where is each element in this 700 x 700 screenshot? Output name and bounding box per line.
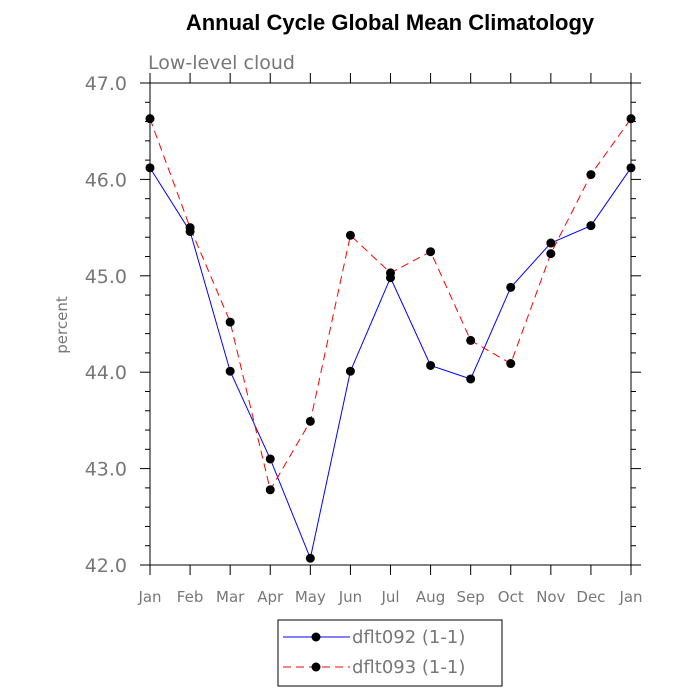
x-tick-label: Jan xyxy=(618,588,642,606)
y-tick-label: 46.0 xyxy=(85,169,127,191)
x-tick-label: Mar xyxy=(216,588,245,606)
x-tick-label: Dec xyxy=(576,588,605,606)
data-point-series-0 xyxy=(506,282,516,292)
y-axis-label: percent xyxy=(53,296,71,354)
x-tick-label: Sep xyxy=(457,588,485,606)
data-point-series-1 xyxy=(426,247,436,257)
data-point-series-1 xyxy=(185,223,195,233)
x-tick-label: Jan xyxy=(137,588,161,606)
data-point-series-1 xyxy=(386,268,395,278)
x-tick-label: Jul xyxy=(380,588,399,606)
y-tick-label: 44.0 xyxy=(85,362,127,384)
legend: dflt092 (1-1) dflt093 (1-1) xyxy=(277,619,503,687)
data-point-series-0 xyxy=(626,163,636,173)
x-tick-label: Jun xyxy=(338,588,362,606)
data-point-series-0 xyxy=(586,221,596,231)
x-tick-label: Apr xyxy=(257,588,284,606)
series-layer xyxy=(145,114,636,563)
data-point-series-1 xyxy=(225,317,235,327)
data-point-series-0 xyxy=(225,366,235,376)
y-tick-label: 45.0 xyxy=(85,266,127,288)
series-line-1 xyxy=(149,118,632,492)
data-point-series-1 xyxy=(466,335,476,345)
y-tick-label: 43.0 xyxy=(85,459,127,481)
data-point-series-0 xyxy=(466,374,476,384)
plot-frame xyxy=(149,82,632,566)
data-point-series-0 xyxy=(145,163,155,173)
data-point-series-0 xyxy=(265,454,275,464)
data-point-series-1 xyxy=(506,359,516,369)
data-point-series-0 xyxy=(426,360,436,370)
data-point-series-1 xyxy=(145,114,155,124)
y-tick-labels: 42.0 43.0 44.0 45.0 46.0 47.0 xyxy=(85,73,127,577)
legend-marker-dflt092 xyxy=(311,632,321,642)
data-point-series-1 xyxy=(546,249,556,259)
x-tick-label: Aug xyxy=(416,588,445,606)
series-line-0 xyxy=(149,167,632,560)
data-point-series-0 xyxy=(546,238,556,248)
data-point-series-1 xyxy=(345,230,355,240)
legend-label-dflt092: dflt092 (1-1) xyxy=(352,627,465,648)
data-point-series-1 xyxy=(305,416,315,426)
x-tick-label: Feb xyxy=(177,588,204,606)
x-tick-labels: Jan Feb Mar Apr May Jun Jul Aug Sep Oct Nov Dec Jan xyxy=(137,588,642,606)
y-tick-label: 47.0 xyxy=(85,73,127,95)
data-point-series-1 xyxy=(586,170,596,180)
chart-title: Annual Cycle Global Mean Climatology xyxy=(186,10,595,35)
x-tick-label: Nov xyxy=(536,588,565,606)
x-tick-label: May xyxy=(295,588,326,606)
legend-label-dflt093: dflt093 (1-1) xyxy=(352,657,465,678)
y-tick-label: 42.0 xyxy=(85,555,127,577)
data-point-series-0 xyxy=(345,366,355,376)
data-point-series-1 xyxy=(265,485,275,495)
x-tick-label: Oct xyxy=(498,588,524,606)
data-point-series-1 xyxy=(626,114,636,124)
legend-box xyxy=(277,619,503,687)
chart-subtitle: Low-level cloud xyxy=(148,52,295,74)
ticks-layer xyxy=(140,73,641,575)
data-point-series-0 xyxy=(305,553,315,563)
legend-marker-dflt093 xyxy=(311,662,321,672)
